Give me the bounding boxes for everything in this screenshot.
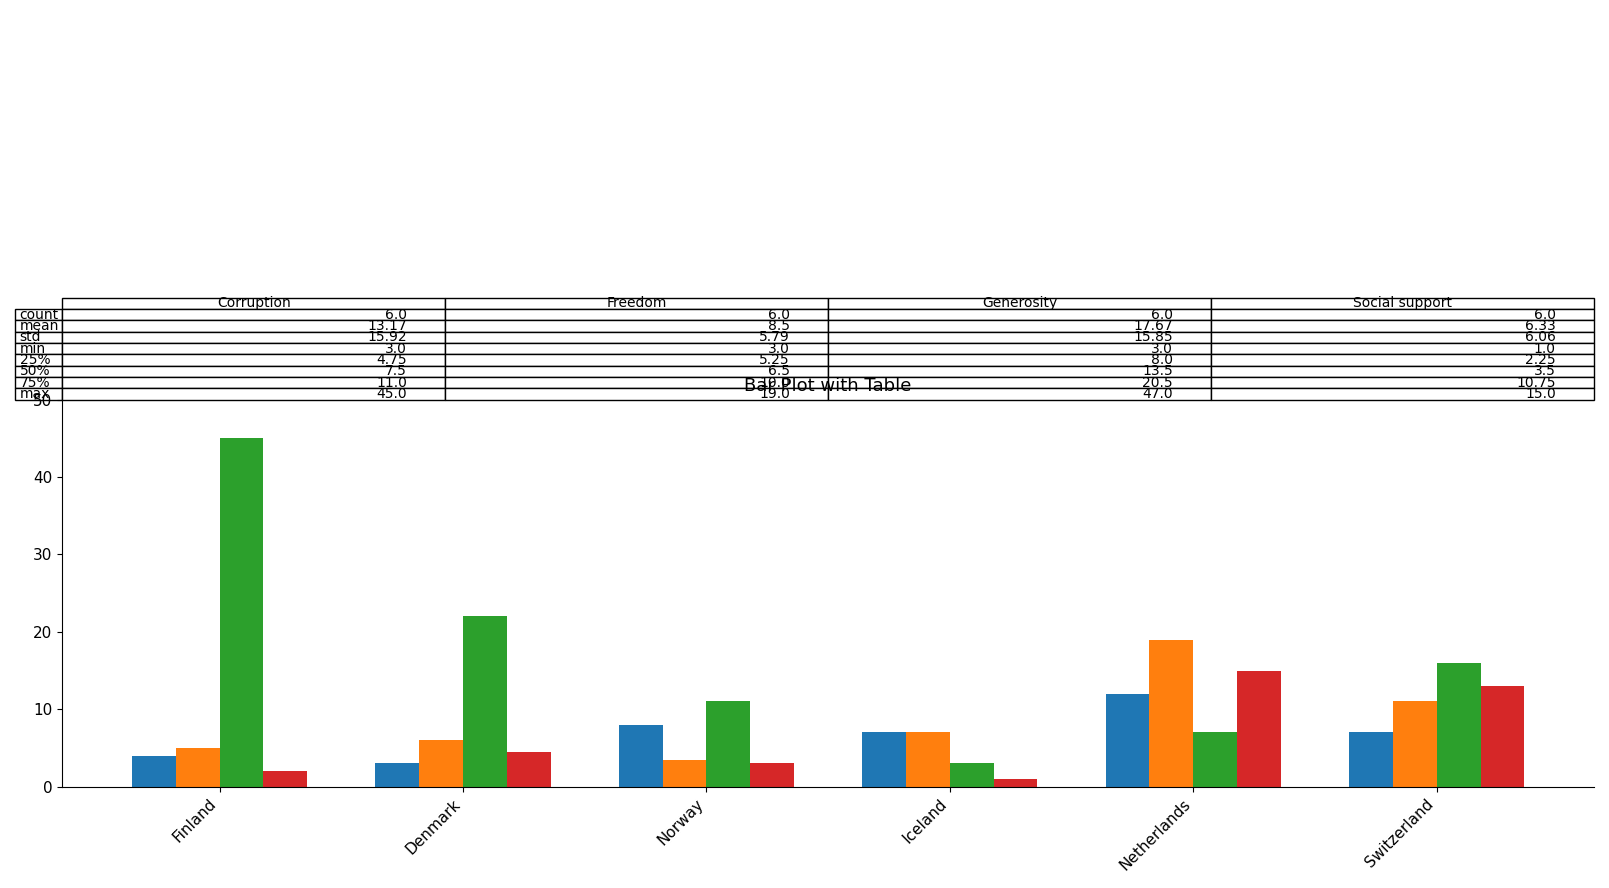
Bar <box>949 764 994 787</box>
Bar <box>706 702 750 787</box>
Bar <box>175 748 219 787</box>
Bar <box>663 759 706 787</box>
Bar <box>463 616 507 787</box>
Title: Bar Plot with Table: Bar Plot with Table <box>745 377 912 395</box>
Bar <box>507 752 550 787</box>
Bar <box>1437 662 1480 787</box>
Bar <box>1194 733 1237 787</box>
Bar <box>1480 686 1524 787</box>
Bar <box>1393 702 1437 787</box>
Bar <box>1105 694 1149 787</box>
Bar <box>906 733 949 787</box>
Bar <box>264 771 307 787</box>
Bar <box>1149 639 1194 787</box>
Bar <box>132 756 175 787</box>
Bar <box>418 741 463 787</box>
Bar <box>375 764 418 787</box>
Bar <box>862 733 906 787</box>
Bar <box>619 725 663 787</box>
Bar <box>994 779 1038 787</box>
Bar <box>1348 733 1393 787</box>
Bar <box>1237 670 1281 787</box>
Bar <box>219 439 264 787</box>
Bar <box>750 764 795 787</box>
